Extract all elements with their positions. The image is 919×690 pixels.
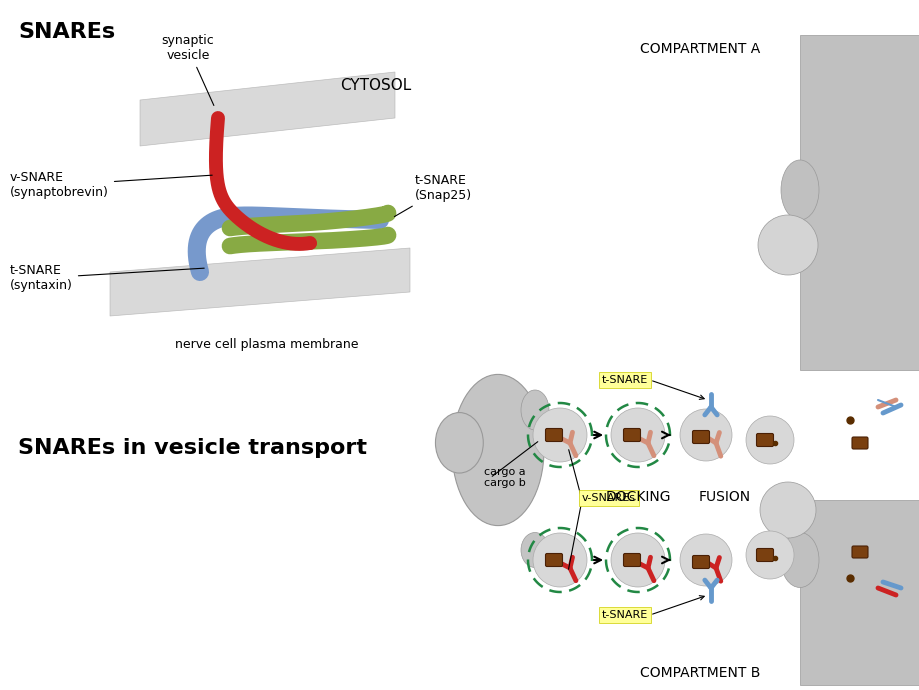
Circle shape: [610, 533, 664, 587]
Circle shape: [679, 534, 732, 586]
Text: t-SNARE
(Snap25): t-SNARE (Snap25): [394, 174, 471, 217]
Ellipse shape: [435, 413, 482, 473]
Ellipse shape: [520, 390, 549, 430]
Ellipse shape: [780, 533, 818, 587]
FancyBboxPatch shape: [545, 428, 562, 442]
Text: SNAREs in vesicle transport: SNAREs in vesicle transport: [18, 438, 367, 458]
Text: FUSION: FUSION: [698, 490, 750, 504]
Text: COMPARTMENT A: COMPARTMENT A: [640, 42, 759, 56]
FancyBboxPatch shape: [623, 553, 640, 566]
Circle shape: [610, 408, 664, 462]
Text: COMPARTMENT B: COMPARTMENT B: [639, 666, 759, 680]
Circle shape: [745, 531, 793, 579]
Text: t-SNARE
(syntaxin): t-SNARE (syntaxin): [10, 264, 204, 292]
Polygon shape: [800, 500, 919, 685]
Circle shape: [757, 215, 817, 275]
Circle shape: [679, 409, 732, 461]
Text: synaptic
vesicle: synaptic vesicle: [162, 34, 214, 106]
Circle shape: [532, 408, 586, 462]
Ellipse shape: [780, 160, 818, 220]
Circle shape: [759, 482, 815, 538]
FancyBboxPatch shape: [692, 555, 709, 569]
FancyBboxPatch shape: [755, 433, 773, 446]
Text: DOCKING: DOCKING: [605, 490, 670, 504]
Ellipse shape: [520, 533, 549, 567]
FancyBboxPatch shape: [545, 553, 562, 566]
Text: t-SNARE: t-SNARE: [601, 375, 647, 385]
Text: v-SNAREs: v-SNAREs: [582, 493, 635, 503]
Text: SNAREs: SNAREs: [18, 22, 115, 42]
Ellipse shape: [451, 375, 543, 526]
Text: t-SNARE: t-SNARE: [601, 610, 647, 620]
Circle shape: [532, 533, 586, 587]
Text: CYTOSOL: CYTOSOL: [340, 78, 411, 93]
Polygon shape: [110, 248, 410, 316]
Polygon shape: [800, 35, 919, 370]
Text: cargo b: cargo b: [483, 478, 525, 488]
Text: cargo a: cargo a: [483, 467, 525, 477]
FancyBboxPatch shape: [623, 428, 640, 442]
Text: v-SNARE
(synaptobrevin): v-SNARE (synaptobrevin): [10, 171, 212, 199]
FancyBboxPatch shape: [851, 437, 867, 449]
FancyBboxPatch shape: [755, 549, 773, 562]
Text: nerve cell plasma membrane: nerve cell plasma membrane: [175, 338, 358, 351]
Polygon shape: [140, 72, 394, 146]
Circle shape: [745, 416, 793, 464]
FancyBboxPatch shape: [692, 431, 709, 444]
FancyBboxPatch shape: [851, 546, 867, 558]
